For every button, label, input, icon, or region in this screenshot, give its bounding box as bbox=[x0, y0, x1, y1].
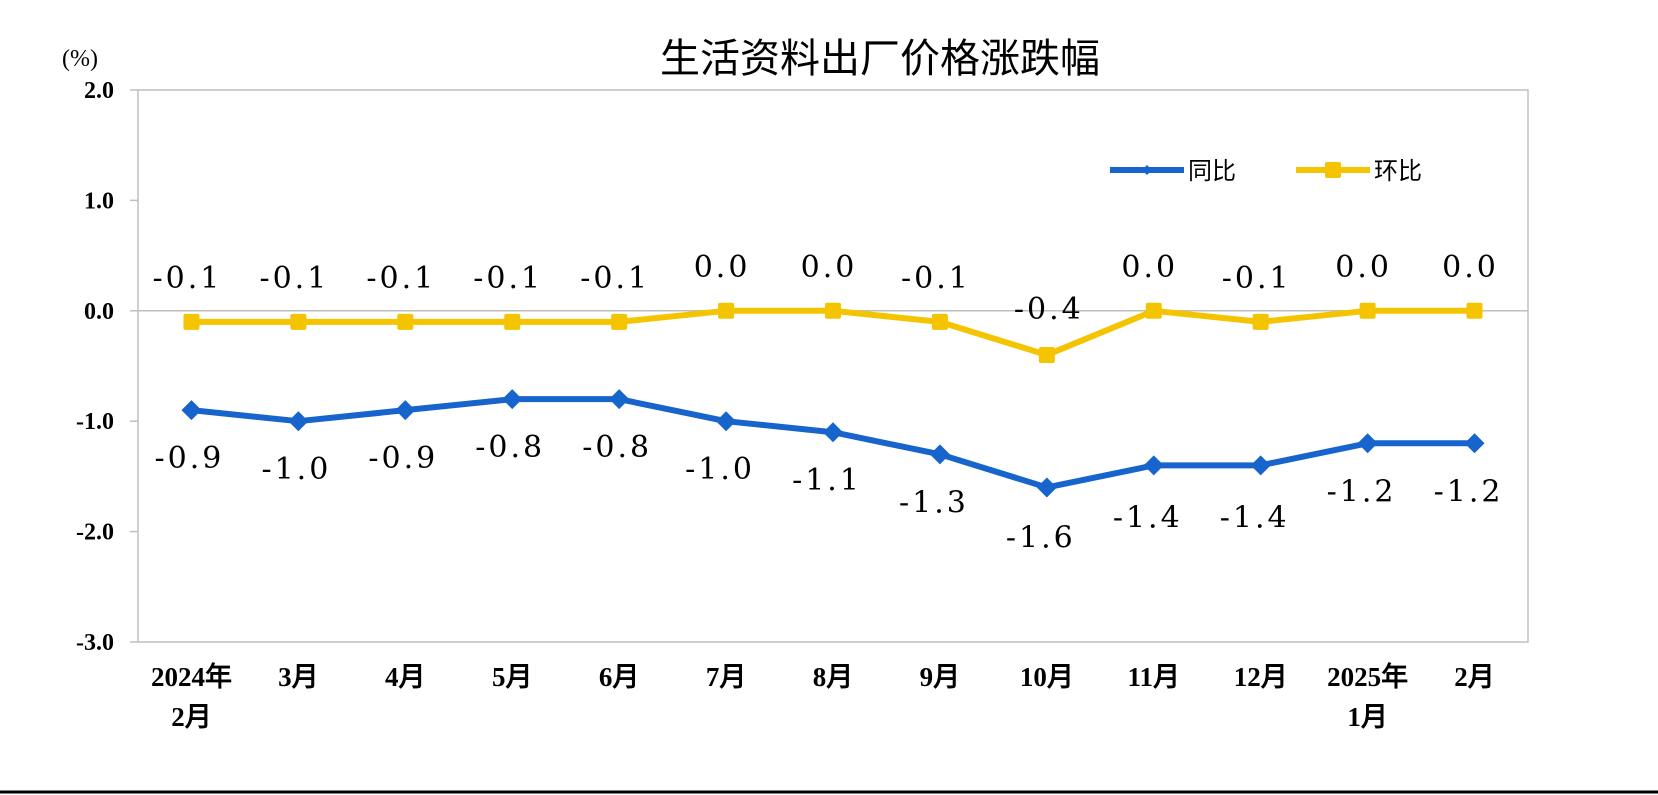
data-point-mom bbox=[1252, 313, 1269, 330]
x-tick-label: 11月 bbox=[1128, 662, 1181, 692]
data-label-mom: -0.1 bbox=[901, 261, 971, 296]
data-point-mom bbox=[611, 313, 628, 330]
y-tick-label: 1.0 bbox=[84, 188, 114, 214]
data-label-mom: -0.1 bbox=[1222, 261, 1292, 296]
data-label-mom: 0.0 bbox=[694, 250, 751, 285]
data-label-yoy: -0.8 bbox=[582, 430, 652, 465]
data-label-mom: 0.0 bbox=[1442, 250, 1499, 285]
data-label-yoy: -1.2 bbox=[1434, 474, 1504, 509]
data-point-mom bbox=[1466, 302, 1483, 319]
data-point-yoy bbox=[288, 411, 309, 432]
x-tick-label: 6月 bbox=[599, 662, 640, 692]
x-tick-label: 4月 bbox=[385, 662, 426, 692]
data-point-mom bbox=[825, 302, 841, 319]
data-point-yoy bbox=[823, 422, 843, 443]
data-label-yoy: -1.2 bbox=[1327, 474, 1397, 509]
data-point-mom bbox=[290, 313, 307, 330]
legend-label: 同比 bbox=[1188, 157, 1236, 185]
data-label-yoy: -0.9 bbox=[368, 441, 438, 476]
data-label-yoy: -0.9 bbox=[155, 441, 225, 476]
y-axis-unit: (%) bbox=[62, 46, 98, 72]
x-tick-label: 9月 bbox=[920, 662, 961, 692]
x-tick-label: 12月 bbox=[1234, 662, 1288, 692]
x-tick-label: 10月 bbox=[1020, 662, 1074, 692]
data-point-mom bbox=[931, 313, 948, 330]
x-tick-label: 2025年 bbox=[1327, 661, 1408, 692]
plot-area bbox=[137, 89, 1529, 643]
data-point-mom bbox=[504, 313, 521, 330]
x-tick-label: 2月 bbox=[1454, 662, 1495, 692]
data-label-mom: -0.1 bbox=[473, 261, 543, 296]
legend-label: 环比 bbox=[1374, 157, 1422, 185]
data-label-mom: -0.1 bbox=[580, 261, 650, 296]
data-point-yoy bbox=[1464, 433, 1485, 454]
x-tick-label: 2月 bbox=[171, 702, 212, 732]
data-point-yoy bbox=[609, 389, 630, 410]
legend-marker bbox=[1142, 165, 1152, 175]
data-point-yoy bbox=[1250, 455, 1271, 476]
data-point-yoy bbox=[1357, 433, 1378, 454]
x-tick-label: 2024年 bbox=[151, 661, 232, 692]
data-label-yoy: -1.3 bbox=[899, 485, 969, 520]
data-label-yoy: -1.1 bbox=[792, 463, 862, 498]
data-label-mom: 0.0 bbox=[1121, 250, 1178, 285]
data-point-yoy bbox=[716, 411, 737, 432]
data-label-mom: -0.4 bbox=[1014, 292, 1084, 327]
x-tick-label: 3月 bbox=[278, 662, 319, 692]
data-label-yoy: -1.4 bbox=[1113, 500, 1183, 535]
data-point-yoy bbox=[1036, 477, 1057, 498]
data-point-yoy bbox=[181, 400, 202, 421]
data-label-mom: -0.1 bbox=[153, 261, 223, 296]
x-tick-label: 8月 bbox=[813, 662, 854, 692]
data-point-mom bbox=[1359, 302, 1376, 319]
y-tick-label: 2.0 bbox=[84, 78, 114, 104]
data-point-yoy bbox=[929, 444, 950, 465]
x-tick-label: 7月 bbox=[706, 662, 747, 692]
y-tick-label: -1.0 bbox=[76, 409, 114, 435]
data-point-mom bbox=[183, 313, 200, 330]
data-label-yoy: -0.8 bbox=[475, 430, 545, 465]
y-tick-label: 0.0 bbox=[84, 299, 114, 325]
data-label-mom: -0.1 bbox=[259, 261, 329, 296]
data-label-yoy: -1.6 bbox=[1006, 520, 1076, 555]
data-label-mom: 0.0 bbox=[801, 250, 858, 285]
data-label-mom: -0.1 bbox=[366, 261, 436, 296]
data-label-yoy: -1.4 bbox=[1220, 500, 1290, 535]
data-label-yoy: -1.0 bbox=[685, 452, 755, 487]
data-point-yoy bbox=[1143, 455, 1164, 476]
data-point-mom bbox=[718, 302, 735, 319]
data-label-yoy: -1.0 bbox=[261, 452, 331, 487]
data-point-yoy bbox=[395, 400, 416, 421]
data-point-mom bbox=[397, 313, 414, 330]
legend-marker bbox=[1325, 162, 1341, 178]
chart-title: 生活资料出厂价格涨跌幅 bbox=[660, 36, 1100, 82]
x-tick-label: 5月 bbox=[492, 662, 533, 692]
data-point-mom bbox=[1145, 302, 1162, 319]
y-tick-label: -2.0 bbox=[76, 520, 114, 546]
data-point-mom bbox=[1038, 346, 1055, 363]
data-label-mom: 0.0 bbox=[1335, 250, 1392, 285]
y-tick-label: -3.0 bbox=[76, 630, 114, 656]
data-point-yoy bbox=[502, 389, 523, 410]
x-tick-label: 1月 bbox=[1347, 702, 1388, 732]
